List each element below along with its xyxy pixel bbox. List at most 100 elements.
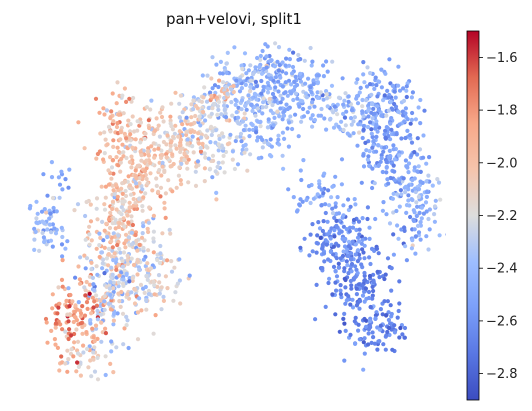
scatter-point	[386, 108, 391, 113]
scatter-point	[345, 263, 350, 268]
scatter-point	[276, 68, 281, 73]
scatter-point	[89, 374, 94, 379]
scatter-point	[354, 227, 359, 233]
scatter-point	[418, 121, 423, 126]
scatter-point	[77, 277, 82, 282]
scatter-point	[285, 106, 290, 112]
scatter-point	[358, 85, 363, 90]
scatter-point	[184, 160, 189, 165]
scatter-point	[359, 262, 364, 267]
scatter-point	[392, 169, 397, 174]
scatter-point	[333, 280, 338, 285]
scatter-point	[193, 169, 198, 174]
scatter-point	[124, 323, 129, 328]
scatter-point	[348, 204, 353, 209]
scatter-point	[376, 108, 381, 113]
scatter-point	[435, 177, 440, 182]
scatter-point	[99, 320, 104, 325]
scatter-point	[146, 248, 151, 253]
scatter-point	[288, 114, 293, 119]
scatter-point	[123, 232, 129, 237]
scatter-point	[362, 289, 367, 294]
scatter-point	[337, 329, 342, 334]
scatter-point	[404, 94, 409, 100]
scatter-point	[322, 116, 327, 121]
scatter-point	[325, 69, 330, 74]
scatter-point	[395, 223, 400, 228]
scatter-point	[369, 340, 374, 345]
scatter-point	[379, 153, 384, 158]
scatter-point	[246, 100, 251, 105]
scatter-point	[169, 124, 174, 129]
scatter-point	[129, 165, 134, 170]
scatter-point	[296, 52, 301, 58]
scatter-point	[215, 104, 221, 109]
scatter-point	[267, 153, 273, 158]
scatter-point	[376, 163, 381, 168]
scatter-point	[196, 131, 201, 136]
scatter-point	[69, 347, 74, 352]
scatter-point	[122, 86, 127, 91]
scatter-point	[376, 251, 381, 256]
scatter-point	[342, 358, 347, 363]
scatter-point	[383, 71, 388, 76]
scatter-point	[215, 164, 220, 169]
scatter-point	[115, 145, 120, 150]
scatter-point	[357, 90, 362, 95]
scatter-point	[151, 239, 156, 244]
scatter-point	[397, 88, 403, 93]
scatter-point	[102, 228, 107, 233]
scatter-point	[330, 292, 335, 297]
scatter-point	[63, 246, 68, 251]
scatter-point	[341, 203, 346, 208]
scatter-point	[139, 235, 145, 240]
scatter-point	[116, 149, 121, 155]
scatter-point	[102, 271, 107, 276]
scatter-point	[176, 134, 181, 139]
colorbar-tick-label: −2.6	[486, 314, 518, 329]
scatter-point	[111, 171, 116, 176]
scatter-point	[324, 96, 330, 101]
scatter-point	[343, 237, 348, 242]
scatter-point	[171, 134, 176, 139]
colorbar-tick-label: −2.2	[486, 209, 518, 224]
scatter-point	[115, 80, 120, 85]
scatter-point	[328, 236, 333, 241]
scatter-point	[118, 304, 123, 309]
scatter-point	[310, 124, 315, 129]
scatter-point	[302, 58, 307, 63]
scatter-point	[111, 138, 116, 143]
scatter-point	[350, 305, 356, 310]
scatter-point	[133, 168, 138, 173]
scatter-point	[362, 80, 367, 85]
scatter-point	[154, 183, 159, 188]
scatter-point	[321, 97, 326, 102]
scatter-point	[173, 90, 178, 95]
scatter-point	[40, 230, 45, 235]
scatter-point	[303, 81, 308, 86]
scatter-point	[109, 349, 114, 354]
scatter-point	[237, 121, 242, 126]
scatter-point	[83, 293, 88, 298]
scatter-point	[267, 96, 272, 102]
scatter-point	[362, 256, 367, 261]
scatter-point	[426, 247, 431, 252]
scatter-point	[220, 71, 225, 76]
scatter-point	[160, 152, 165, 158]
scatter-point	[59, 169, 64, 174]
scatter-point	[162, 169, 167, 175]
scatter-point	[367, 319, 372, 324]
scatter-point	[378, 307, 383, 312]
scatter-point	[42, 207, 47, 212]
scatter-point	[157, 134, 162, 139]
scatter-point	[186, 180, 191, 185]
scatter-point	[32, 237, 37, 242]
scatter-point	[208, 140, 213, 145]
scatter-point	[381, 200, 386, 205]
scatter-point	[169, 101, 174, 106]
scatter-point	[137, 196, 142, 202]
scatter-point	[169, 139, 174, 144]
scatter-point	[385, 177, 390, 182]
scatter-point	[284, 102, 289, 107]
scatter-point	[100, 219, 105, 224]
